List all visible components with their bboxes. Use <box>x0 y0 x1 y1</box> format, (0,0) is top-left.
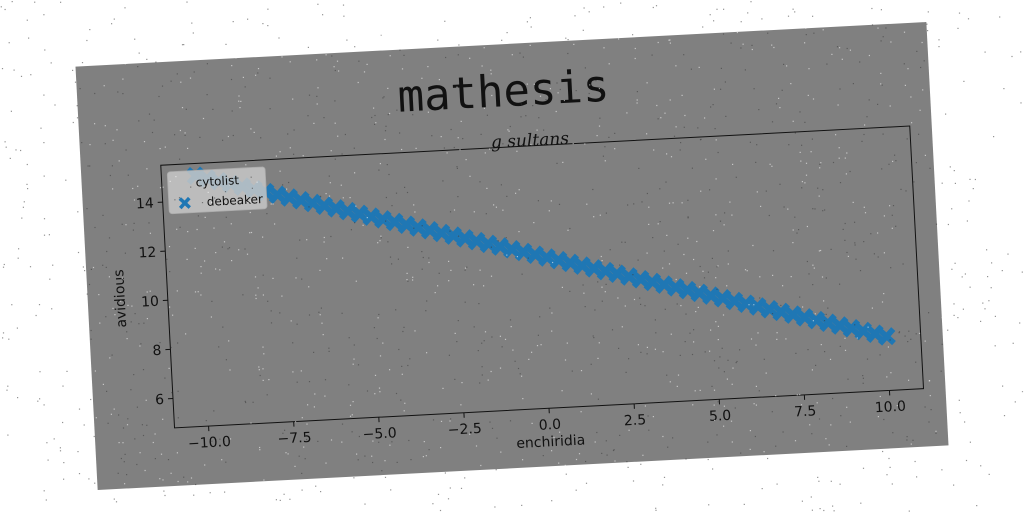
scatter-point-debeaker <box>338 201 357 221</box>
scatter-point-debeaker <box>666 278 686 297</box>
scatter-point-debeaker <box>361 207 381 226</box>
scatter-point-debeaker <box>865 324 885 343</box>
x-tick-label: 0.0 <box>538 417 561 434</box>
scatter-point-debeaker <box>350 204 369 224</box>
legend-marker-debeaker <box>178 196 191 210</box>
chart-figure: mathesis g sultans −10.0 −7.5 −5.0 −2.5 0.0 2… <box>75 21 949 491</box>
scatter-point-debeaker <box>725 291 744 311</box>
scatter-point-debeaker <box>279 188 299 207</box>
x-tick-label: 7.5 <box>794 403 817 420</box>
scatter-point-debeaker <box>643 272 662 292</box>
scatter-point-debeaker <box>408 218 428 237</box>
scatter-point-debeaker <box>760 299 779 319</box>
y-tick-label: 6 <box>155 392 165 408</box>
scatter-point-debeaker <box>877 327 896 346</box>
scatter-point-debeaker <box>596 261 615 281</box>
scatter-point-debeaker <box>326 199 346 218</box>
scatter-point-debeaker <box>713 289 732 308</box>
plot-area-frame <box>160 125 925 429</box>
legend-box <box>166 166 268 215</box>
scatter-point-debeaker <box>420 220 440 240</box>
scatter-point-debeaker <box>525 245 545 264</box>
scatter-point-debeaker <box>783 305 803 324</box>
scatter-point-debeaker <box>268 185 287 205</box>
y-tick-label: 14 <box>136 196 155 213</box>
chart-subtitle: g sultans <box>491 129 570 153</box>
y-tick-label: 8 <box>152 343 162 359</box>
y-axis-label: avidious <box>111 269 130 328</box>
x-tick-label: 2.5 <box>623 412 646 429</box>
scatter-points-group <box>186 166 896 346</box>
scatter-point-debeaker <box>467 231 486 251</box>
x-tick-label: −2.5 <box>447 421 482 439</box>
scatter-point-debeaker <box>701 286 721 305</box>
x-axis-label: enchiridia <box>516 432 586 452</box>
legend-label-cytolist: cytolist <box>195 173 239 189</box>
scatter-point-debeaker <box>291 191 311 210</box>
scatter-point-debeaker <box>479 234 498 254</box>
chart-svg: mathesis g sultans −10.0 −7.5 −5.0 −2.5 0.0 2… <box>111 61 925 452</box>
y-axis-ticks: 6 8 10 12 14 <box>136 196 174 408</box>
legend-label-debeaker: debeaker <box>206 192 263 209</box>
scatter-point-debeaker <box>689 283 709 303</box>
scatter-point-debeaker <box>748 297 768 316</box>
legend: cytolist debeaker <box>166 166 268 215</box>
scatter-point-debeaker <box>736 294 756 313</box>
scatter-point-debeaker <box>678 280 697 300</box>
scatter-point-debeaker <box>631 269 650 289</box>
x-tick-label: −7.5 <box>277 430 312 448</box>
scatter-point-debeaker <box>432 223 451 243</box>
scatter-point-debeaker <box>654 275 674 294</box>
y-tick-label: 10 <box>141 294 160 311</box>
chart-title: mathesis <box>396 61 610 123</box>
y-tick-label: 12 <box>138 245 157 262</box>
scatter-point-debeaker <box>549 250 568 270</box>
x-axis-ticks: −10.0 −7.5 −5.0 −2.5 0.0 2.5 5.0 7.5 10.0 <box>188 390 906 452</box>
scatter-point-debeaker <box>795 308 814 327</box>
scatter-point-debeaker <box>315 196 334 215</box>
scatter-point-debeaker <box>818 313 838 333</box>
scatter-point-debeaker <box>619 267 639 286</box>
scatter-point-debeaker <box>830 316 850 335</box>
scatter-point-debeaker <box>514 242 533 262</box>
x-tick-label: 10.0 <box>874 399 906 417</box>
x-tick-label: −5.0 <box>362 425 397 443</box>
scatter-point-debeaker <box>373 210 393 229</box>
scatter-point-debeaker <box>443 226 463 245</box>
scatter-point-debeaker <box>607 264 627 284</box>
x-tick-label: −10.0 <box>188 434 232 452</box>
scatter-point-debeaker <box>303 193 322 213</box>
scatter-point-debeaker <box>853 321 873 341</box>
scatter-point-debeaker <box>537 248 557 267</box>
scatter-point-debeaker <box>397 215 416 235</box>
scatter-point-debeaker <box>490 237 510 256</box>
scatter-point-debeaker <box>561 253 580 273</box>
scatter-point-debeaker <box>385 212 404 232</box>
scatter-point-debeaker <box>807 310 826 330</box>
scatter-point-debeaker <box>771 302 791 322</box>
scatter-point-debeaker <box>455 229 475 248</box>
x-tick-label: 5.0 <box>709 408 732 425</box>
scatter-point-debeaker <box>842 319 861 338</box>
scatter-point-debeaker <box>572 256 592 275</box>
scatter-point-debeaker <box>502 240 522 259</box>
scatter-point-debeaker <box>584 259 604 278</box>
